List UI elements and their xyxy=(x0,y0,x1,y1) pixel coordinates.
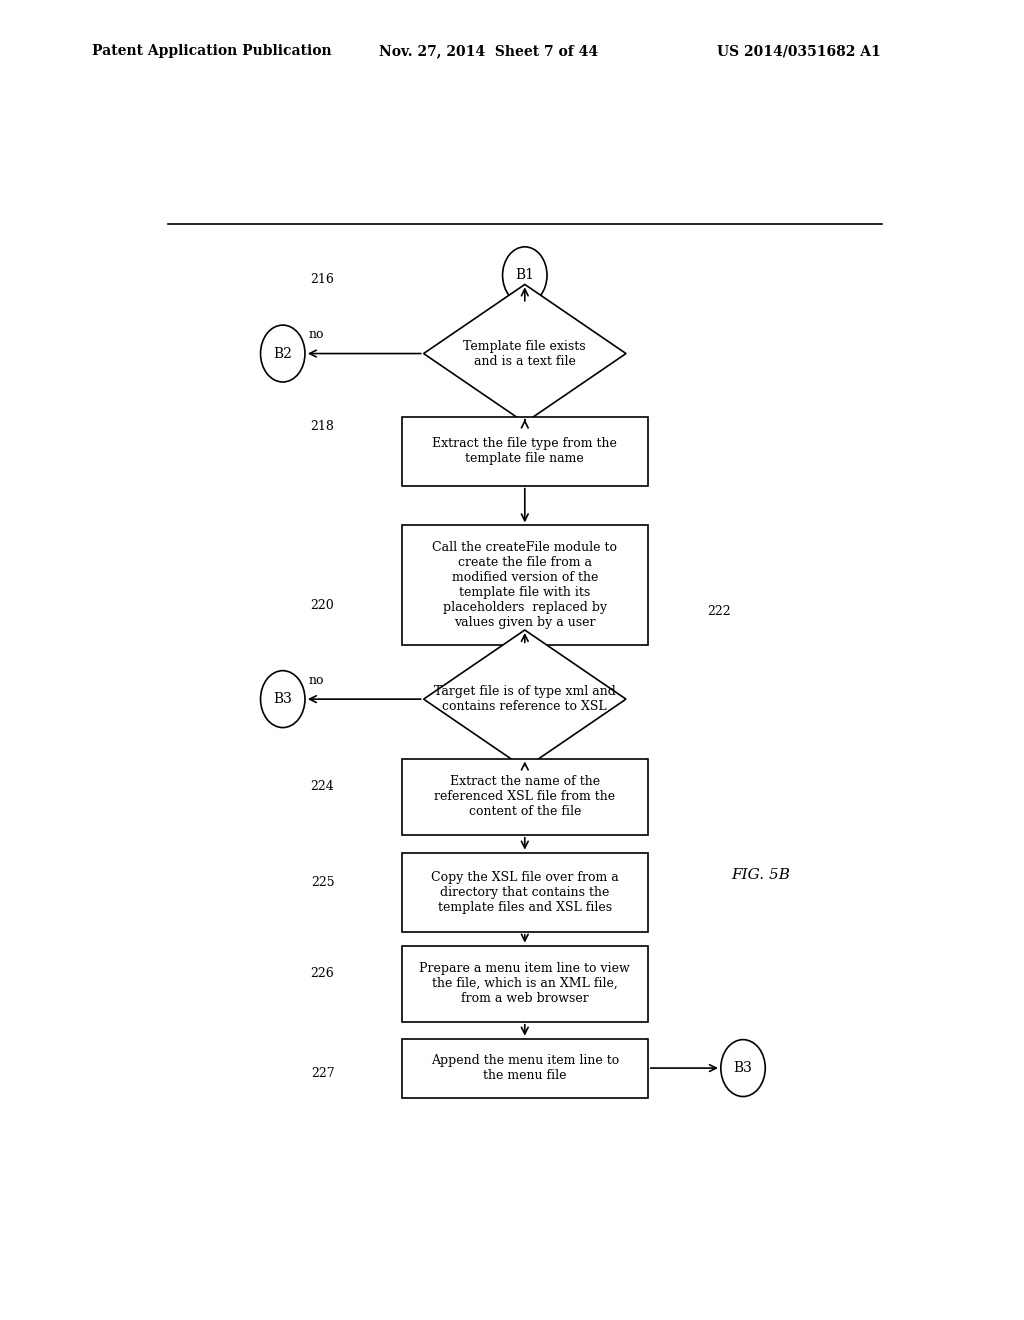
Text: B2: B2 xyxy=(273,347,292,360)
Text: B3: B3 xyxy=(733,1061,753,1074)
Text: yes: yes xyxy=(537,780,558,793)
Text: Patent Application Publication: Patent Application Publication xyxy=(92,45,332,58)
Text: 226: 226 xyxy=(310,968,334,979)
Text: Target file is of type xml and
contains reference to XSL: Target file is of type xml and contains … xyxy=(434,685,615,713)
Text: Template file exists
and is a text file: Template file exists and is a text file xyxy=(464,339,586,367)
Circle shape xyxy=(503,247,547,304)
Text: 224: 224 xyxy=(310,780,334,793)
FancyBboxPatch shape xyxy=(401,945,648,1022)
Text: Prepare a menu item line to view
the file, which is an XML file,
from a web brow: Prepare a menu item line to view the fil… xyxy=(420,962,630,1006)
FancyBboxPatch shape xyxy=(401,853,648,932)
Text: no: no xyxy=(309,675,325,686)
Text: 227: 227 xyxy=(310,1067,334,1080)
Text: 220: 220 xyxy=(310,599,334,612)
Text: 222: 222 xyxy=(708,605,731,618)
Text: Copy the XSL file over from a
directory that contains the
template files and XSL: Copy the XSL file over from a directory … xyxy=(431,871,618,913)
FancyBboxPatch shape xyxy=(401,525,648,645)
Text: B3: B3 xyxy=(273,692,292,706)
FancyBboxPatch shape xyxy=(401,759,648,834)
Polygon shape xyxy=(424,630,626,768)
Text: 218: 218 xyxy=(310,420,334,433)
Circle shape xyxy=(260,325,305,381)
Text: Extract the file type from the
template file name: Extract the file type from the template … xyxy=(432,437,617,465)
Text: Call the createFile module to
create the file from a
modified version of the
tem: Call the createFile module to create the… xyxy=(432,541,617,630)
Text: Extract the name of the
referenced XSL file from the
content of the file: Extract the name of the referenced XSL f… xyxy=(434,775,615,818)
Text: Nov. 27, 2014  Sheet 7 of 44: Nov. 27, 2014 Sheet 7 of 44 xyxy=(379,45,598,58)
Text: yes: yes xyxy=(537,434,558,447)
FancyBboxPatch shape xyxy=(401,417,648,486)
Polygon shape xyxy=(424,284,626,422)
Text: 225: 225 xyxy=(310,875,334,888)
Circle shape xyxy=(721,1040,765,1097)
Text: B1: B1 xyxy=(515,268,535,282)
Circle shape xyxy=(260,671,305,727)
Text: Append the menu item line to
the menu file: Append the menu item line to the menu fi… xyxy=(431,1055,618,1082)
Text: FIG. 5B: FIG. 5B xyxy=(731,869,791,882)
Text: 216: 216 xyxy=(310,273,334,286)
FancyBboxPatch shape xyxy=(401,1039,648,1097)
Text: US 2014/0351682 A1: US 2014/0351682 A1 xyxy=(717,45,881,58)
Text: no: no xyxy=(309,329,325,342)
